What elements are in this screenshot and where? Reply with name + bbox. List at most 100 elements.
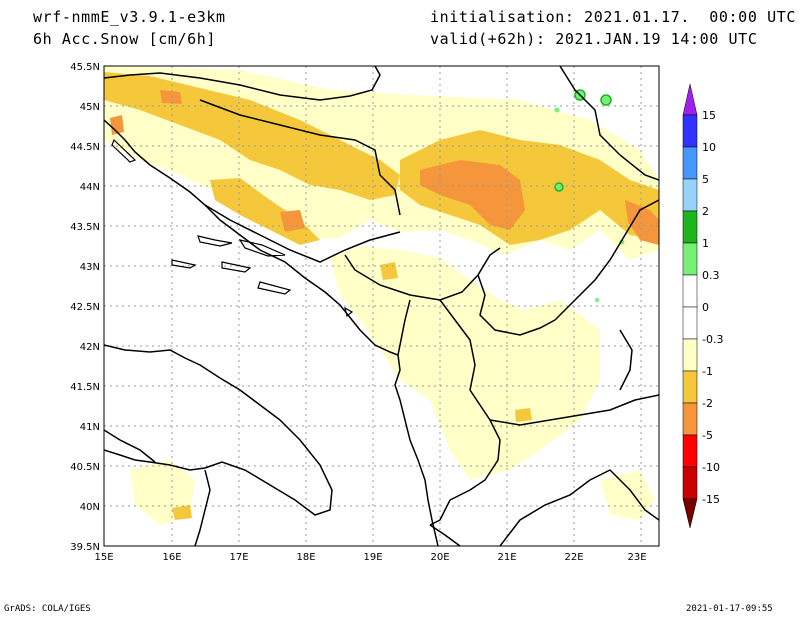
- colorbar-seg: [682, 402, 698, 436]
- island-3: [171, 259, 197, 269]
- snow-band-yellow-ne: [400, 130, 659, 245]
- colorbar-seg: [682, 466, 698, 500]
- colorbar-seg: [682, 306, 698, 340]
- colorbar-label: -15: [702, 493, 720, 506]
- lat-label: 41N: [80, 422, 100, 433]
- lat-label: 40.5N: [70, 462, 100, 473]
- snow-field: [104, 66, 659, 525]
- colorbar-label: 15: [702, 109, 716, 122]
- colorbar-label: -10: [702, 461, 720, 474]
- lon-axis: 15E 16E 17E 18E 19E 20E 21E 22E 23E: [94, 552, 646, 563]
- snow-spot-green-6: [595, 298, 599, 302]
- colorbar-label: 2: [702, 205, 709, 218]
- lat-axis: 45.5N 45N 44.5N 44N 43.5N 43N 42.5N 42N …: [70, 62, 100, 553]
- snow-core-orange-bosnia: [280, 210, 305, 232]
- lon-label: 15E: [94, 552, 113, 563]
- italy-coast: [104, 344, 333, 516]
- colorbar-label: -2: [702, 397, 713, 410]
- lat-label: 45N: [80, 102, 100, 113]
- island-2: [238, 239, 286, 257]
- colorbar-label: 1: [702, 237, 709, 250]
- border-kosovo: [477, 274, 556, 336]
- island-6: [111, 138, 137, 163]
- italy-calabria: [194, 469, 211, 546]
- snow-spot-green-2: [600, 94, 612, 106]
- lon-label: 16E: [162, 552, 181, 563]
- colorbar-seg: [682, 434, 698, 468]
- colorbar-label: 10: [702, 141, 716, 154]
- lon-label: 22E: [564, 552, 583, 563]
- colorbar-seg: [682, 114, 698, 148]
- lat-label: 43.5N: [70, 222, 100, 233]
- border-albania: [397, 299, 501, 526]
- lon-label: 17E: [229, 552, 248, 563]
- colorbar-label: 0.3: [702, 269, 720, 282]
- island-1: [197, 235, 233, 247]
- snow-band-yellow-nw: [104, 72, 400, 200]
- model-title: wrf-nmmE_v3.9.1-e3km: [33, 8, 226, 26]
- lon-label: 21E: [497, 552, 516, 563]
- snow-patch-yellow-mk: [515, 408, 532, 422]
- lon-label: 18E: [296, 552, 315, 563]
- border-croatia-hungary: [199, 66, 381, 101]
- colorbar-seg: [682, 370, 698, 404]
- colorbar-seg: [682, 178, 698, 212]
- lon-label: 20E: [430, 552, 449, 563]
- lat-label: 44N: [80, 182, 100, 193]
- greece-coast: [499, 469, 659, 546]
- colorbar-seg: [682, 274, 698, 308]
- colorbar-label: 0: [702, 301, 709, 314]
- lat-label: 45.5N: [70, 62, 100, 73]
- snow-spot-green-3: [554, 182, 564, 192]
- border-serbia-romania: [559, 66, 659, 181]
- lon-label: 23E: [627, 552, 646, 563]
- valid-time: valid(+62h): 2021.JAN.19 14:00 UTC: [430, 30, 758, 48]
- colorbar-seg: [682, 210, 698, 244]
- colorbar-seg: [682, 146, 698, 180]
- footer-credit: GrADS: COLA/IGES: [4, 604, 91, 614]
- border-bulgaria-south: [619, 329, 633, 391]
- colorbar-seg: [682, 338, 698, 372]
- lat-label: 41.5N: [70, 382, 100, 393]
- adriatic-islands: [111, 138, 354, 318]
- lat-label: 43N: [80, 262, 100, 273]
- lon-label: 19E: [363, 552, 382, 563]
- border-macedonia-greece: [489, 394, 659, 426]
- snow-core-orange-croatia: [110, 115, 124, 135]
- lat-label: 40N: [80, 502, 100, 513]
- snow-patch-light-se: [600, 470, 655, 520]
- init-time: initialisation: 2021.01.17. 00:00 UTC: [430, 8, 796, 26]
- snow-core-orange-east: [625, 200, 659, 245]
- lat-label: 39.5N: [70, 542, 100, 553]
- island-7: [344, 306, 354, 318]
- colorbar-bottom-arrow: [682, 498, 698, 529]
- italy-heel: [104, 429, 156, 463]
- colorbar-label: -0.3: [702, 333, 723, 346]
- variable-title: 6h Acc.Snow [cm/6h]: [33, 30, 216, 48]
- footer-timestamp: 2021-01-17-09:55: [686, 604, 773, 614]
- border-bosnia-north: [199, 99, 401, 216]
- greece-west-coast: [429, 524, 461, 546]
- graticule: [104, 66, 659, 546]
- snow-band-light-south: [330, 246, 600, 480]
- border-slovenia-croatia: [104, 72, 201, 79]
- snow-patch-yellow-al: [380, 262, 398, 280]
- border-bosnia-south: [204, 204, 401, 263]
- snow-core-orange-serbia: [420, 160, 525, 230]
- lat-label: 42N: [80, 342, 100, 353]
- island-4: [221, 261, 252, 273]
- colorbar-label: -1: [702, 365, 713, 378]
- colorbar-label: 5: [702, 173, 709, 186]
- lat-label: 44.5N: [70, 142, 100, 153]
- snow-patch-yellow-sw: [172, 505, 192, 520]
- colorbar-top-arrow: [682, 83, 698, 116]
- lat-label: 42.5N: [70, 302, 100, 313]
- colorbar: 15 10 5 2 1 0.3 0 -0.3 -1 -2 -5 -10 -15: [682, 83, 723, 529]
- snow-spot-green-4: [554, 107, 560, 113]
- coastlines-borders: [104, 66, 659, 546]
- border-serbia-bulgaria: [554, 199, 659, 321]
- colorbar-seg: [682, 242, 698, 276]
- colorbar-label: -5: [702, 429, 713, 442]
- map-frame: [103, 65, 660, 547]
